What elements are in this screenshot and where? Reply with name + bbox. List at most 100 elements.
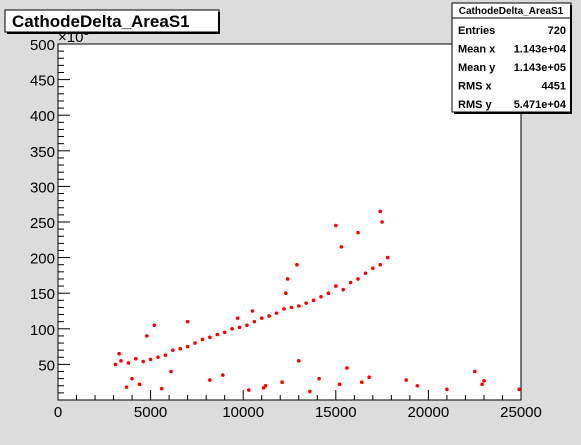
data-point xyxy=(317,376,321,381)
x-tick-label: 20000 xyxy=(408,404,450,421)
stats-value: 4451 xyxy=(542,81,566,93)
data-point xyxy=(341,287,346,292)
y-tick-label: 500 xyxy=(30,37,55,54)
y-tick-label: 250 xyxy=(30,215,55,232)
data-point xyxy=(337,382,342,387)
y-tick-labels: 50 100 150 200 250 300 350 400 450 500 xyxy=(30,37,55,374)
data-point xyxy=(380,220,384,224)
data-point xyxy=(295,262,299,267)
stats-value: 1.143e+05 xyxy=(514,62,566,74)
title-box: CathodeDelta_AreaS1 xyxy=(4,9,220,34)
data-point xyxy=(378,262,383,267)
data-point xyxy=(230,327,234,331)
data-point xyxy=(308,389,312,394)
data-point xyxy=(152,323,157,328)
data-point xyxy=(334,223,338,228)
data-point xyxy=(261,386,266,390)
data-point xyxy=(148,357,153,362)
data-point xyxy=(289,305,294,310)
data-point xyxy=(119,359,123,363)
data-point xyxy=(267,314,271,318)
data-point xyxy=(472,369,477,374)
data-point xyxy=(311,298,316,303)
data-point xyxy=(385,255,390,260)
data-point xyxy=(326,291,331,296)
data-point xyxy=(482,378,486,383)
data-point xyxy=(200,337,205,342)
data-point xyxy=(404,378,408,382)
data-point xyxy=(367,375,371,380)
data-point xyxy=(235,316,240,320)
data-point xyxy=(137,382,142,387)
data-point xyxy=(141,359,145,364)
chart-title: CathodeDelta_AreaS1 xyxy=(12,12,190,31)
data-point xyxy=(415,383,420,388)
data-point xyxy=(171,348,175,352)
data-point xyxy=(246,388,251,392)
data-point xyxy=(445,387,449,392)
data-point xyxy=(480,382,484,387)
stats-label: Mean x xyxy=(458,44,496,56)
data-point xyxy=(296,359,301,363)
x-tick-label: 0 xyxy=(54,404,62,421)
y-tick-label: 50 xyxy=(38,357,55,374)
data-point xyxy=(283,291,288,296)
axis-ticks xyxy=(57,43,522,401)
data-point xyxy=(517,387,521,392)
y-tick-label: 450 xyxy=(30,73,55,90)
data-point xyxy=(345,366,349,370)
stats-label: Mean y xyxy=(458,62,496,74)
y-tick-label: 100 xyxy=(30,322,55,339)
stats-rows: Entries 720 Mean x 1.143e+04 Mean y 1.143e+05… xyxy=(458,25,567,111)
data-point xyxy=(250,309,255,313)
data-point xyxy=(178,346,183,351)
data-point xyxy=(237,325,242,330)
data-point xyxy=(208,378,212,382)
data-point xyxy=(319,294,323,299)
data-point xyxy=(113,362,118,367)
x-tick-label: 5000 xyxy=(134,404,167,421)
y-tick-label: 400 xyxy=(30,108,55,125)
data-point xyxy=(285,277,290,281)
data-point xyxy=(280,380,284,385)
x-tick-labels: 0 5000 10000 15000 20000 25000 xyxy=(54,404,542,421)
stats-label: RMS x xyxy=(458,81,493,93)
data-point xyxy=(169,369,173,374)
data-point xyxy=(193,341,197,345)
data-point xyxy=(282,307,286,311)
stats-label: Entries xyxy=(458,25,495,37)
stats-title: CathodeDelta_AreaS1 xyxy=(459,6,564,17)
data-point xyxy=(221,373,225,377)
data-point xyxy=(274,311,279,315)
data-point xyxy=(359,380,364,385)
data-point xyxy=(126,361,131,365)
data-point xyxy=(356,230,360,235)
stats-value: 1.143e+04 xyxy=(514,44,567,56)
data-point xyxy=(208,335,212,340)
data-point xyxy=(185,319,190,324)
data-point xyxy=(159,386,164,391)
data-point xyxy=(371,266,375,271)
data-point xyxy=(117,351,121,356)
data-point xyxy=(130,376,134,381)
data-point xyxy=(133,356,138,361)
plot-area xyxy=(57,43,522,401)
data-point xyxy=(334,284,338,288)
data-point xyxy=(124,385,129,389)
data-points xyxy=(113,209,521,394)
data-point xyxy=(215,332,220,337)
y-tick-label: 300 xyxy=(30,179,55,196)
data-point xyxy=(356,277,360,281)
stats-value: 5.471e+04 xyxy=(514,99,567,111)
data-point xyxy=(348,280,353,285)
stats-box: CathodeDelta_AreaS1 Entries 720 Mean x 1.14… xyxy=(451,2,572,114)
data-point xyxy=(259,316,264,320)
y-tick-label: 350 xyxy=(30,144,55,161)
data-point xyxy=(363,271,368,276)
data-point xyxy=(252,319,257,324)
data-point xyxy=(304,301,308,305)
data-point xyxy=(222,330,227,335)
data-point xyxy=(339,245,344,249)
data-point xyxy=(156,355,160,360)
